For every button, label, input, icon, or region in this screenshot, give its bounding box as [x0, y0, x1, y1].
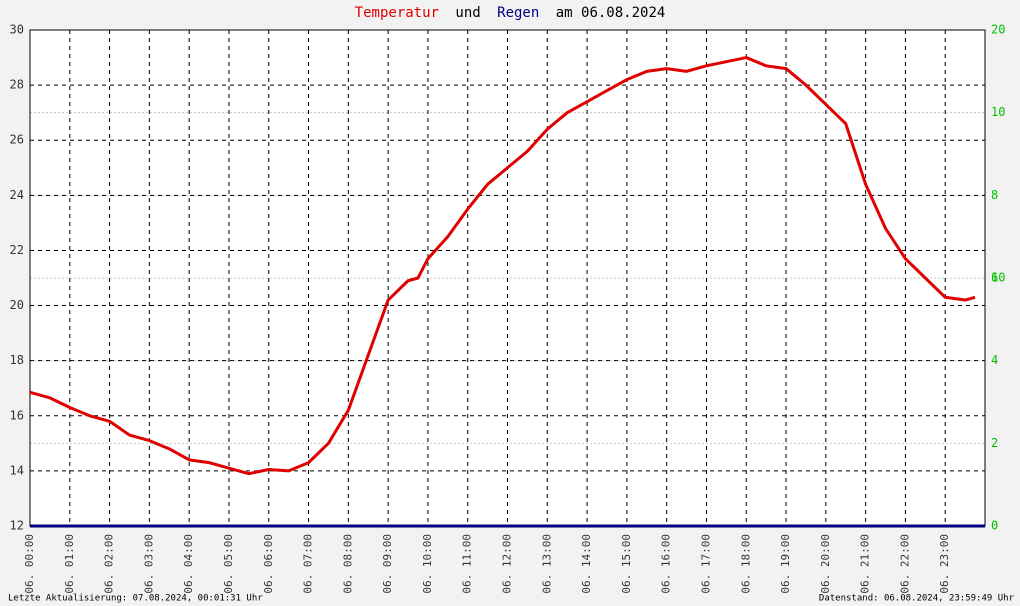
- x-tick-label: 06. 21:00: [859, 534, 872, 594]
- x-tick-label: 06. 02:00: [103, 534, 116, 594]
- x-tick-label: 06. 20:00: [819, 534, 832, 594]
- y2-tick-label: 4: [991, 353, 998, 367]
- y-tick-label: 18: [10, 353, 24, 367]
- x-tick-label: 06. 12:00: [501, 534, 514, 594]
- y-tick-label: 16: [10, 408, 24, 422]
- y-tick-label: 14: [10, 463, 24, 477]
- y-tick-label: 26: [10, 133, 24, 147]
- x-tick-label: 06. 11:00: [461, 534, 474, 594]
- footer-left: Letzte Aktualisierung: 07.08.2024, 00:01…: [8, 594, 263, 604]
- footer-right: Datenstand: 06.08.2024, 23:59:49 Uhr: [819, 594, 1015, 604]
- x-tick-label: 06. 14:00: [580, 534, 593, 594]
- title-part: Regen: [497, 5, 539, 21]
- title-part: Temperatur: [355, 5, 439, 21]
- title-part: am 06.08.2024: [556, 5, 666, 21]
- x-tick-label: 06. 19:00: [779, 534, 792, 594]
- y-tick-label: 12: [10, 519, 24, 533]
- series-line: [29, 56, 976, 476]
- y-tick-label: 22: [10, 243, 24, 257]
- y2-tick-label: 6: [991, 271, 998, 285]
- y2-tick-label: 20: [991, 23, 1005, 37]
- x-tick-label: 06. 23:00: [938, 534, 951, 594]
- x-tick-label: 06. 00:00: [23, 534, 36, 594]
- x-tick-label: 06. 04:00: [182, 534, 195, 594]
- x-tick-label: 06. 18:00: [739, 534, 752, 594]
- chart-title: Temperatur und Regen am 06.08.2024: [355, 5, 666, 21]
- x-tick-label: 06. 13:00: [540, 534, 553, 594]
- x-tick-label: 06. 22:00: [898, 534, 911, 594]
- x-tick-label: 06. 16:00: [660, 534, 673, 594]
- y-tick-label: 28: [10, 78, 24, 92]
- y2-tick-label: 2: [991, 436, 998, 450]
- y-tick-label: 20: [10, 298, 24, 312]
- x-tick-label: 06. 06:00: [262, 534, 275, 594]
- x-tick-label: 06. 17:00: [699, 534, 712, 594]
- x-tick-label: 06. 03:00: [142, 534, 155, 594]
- x-tick-label: 06. 15:00: [620, 534, 633, 594]
- y2-tick-label: 8: [991, 188, 998, 202]
- x-tick-label: 06. 05:00: [222, 534, 235, 594]
- y2-tick-label: 10: [991, 271, 1005, 285]
- y-tick-label: 24: [10, 188, 24, 202]
- x-tick-label: 06. 07:00: [302, 534, 315, 594]
- y2-tick-label: 0: [991, 519, 998, 533]
- x-tick-label: 06. 01:00: [63, 534, 76, 594]
- y2-tick-label: 10: [991, 105, 1005, 119]
- x-tick-label: 06. 09:00: [381, 534, 394, 594]
- x-tick-label: 06. 08:00: [341, 534, 354, 594]
- x-tick-label: 06. 10:00: [421, 534, 434, 594]
- y-tick-label: 30: [10, 23, 24, 37]
- title-part: und: [455, 5, 480, 21]
